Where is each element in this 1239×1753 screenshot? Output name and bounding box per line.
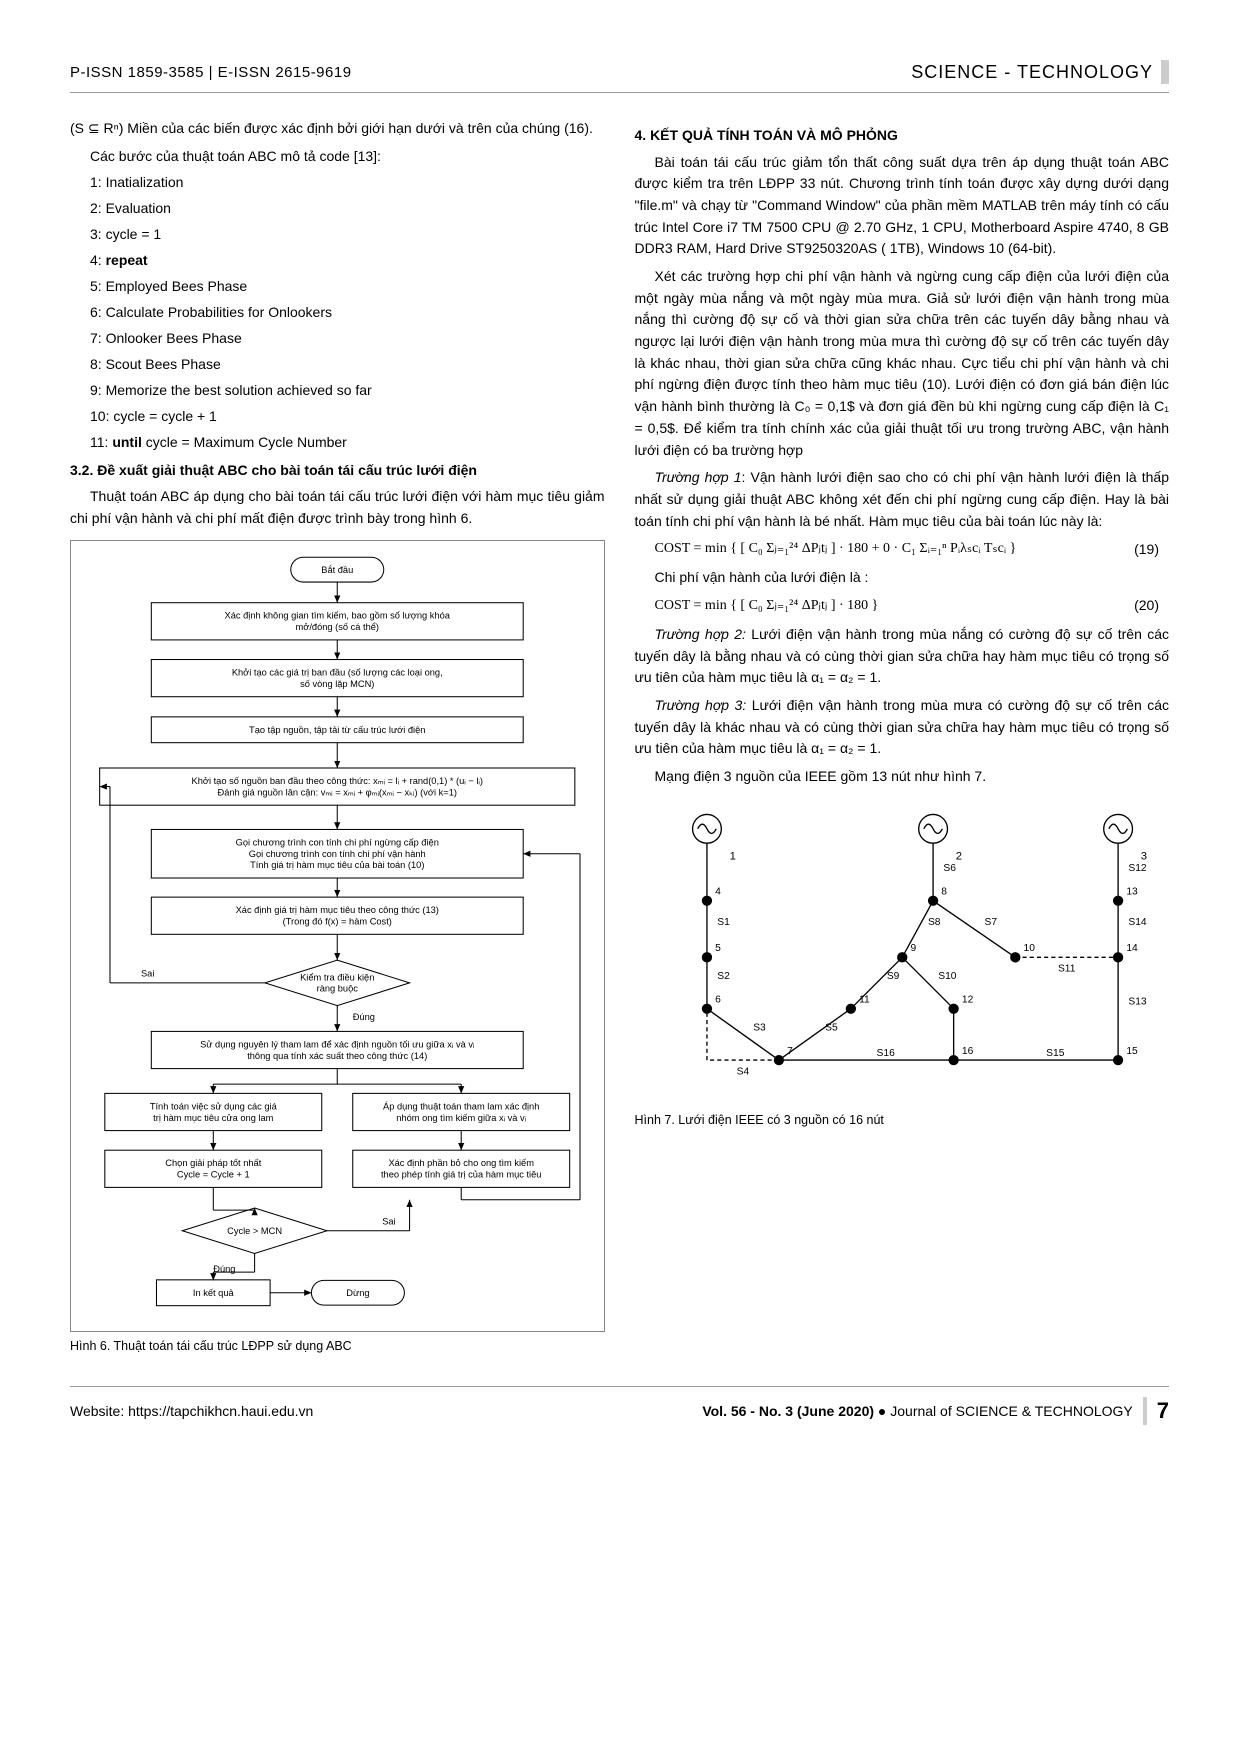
step-9: 9: Memorize the best solution achieved s… bbox=[70, 380, 605, 401]
svg-text:S14: S14 bbox=[1128, 917, 1147, 928]
svg-text:7: 7 bbox=[787, 1046, 793, 1057]
svg-text:Áp dụng thuật toán tham lam xá: Áp dụng thuật toán tham lam xác địnhnhóm… bbox=[383, 1101, 539, 1122]
svg-text:In kết quả: In kết quả bbox=[193, 1288, 235, 1298]
svg-text:11: 11 bbox=[859, 994, 870, 1005]
svg-text:S11: S11 bbox=[1057, 963, 1075, 974]
network-caption: Hình 7. Lưới điện IEEE có 3 nguồn có 16 … bbox=[635, 1112, 1170, 1130]
case-3-label: Trường hợp 3: bbox=[655, 697, 747, 713]
equation-20-num: (20) bbox=[1134, 597, 1169, 613]
heading-3-2: 3.2. Đề xuất giải thuật ABC cho bài toán… bbox=[70, 461, 605, 481]
svg-text:5: 5 bbox=[715, 943, 721, 954]
case-3: Trường hợp 3: Lưới điện vận hành trong m… bbox=[635, 695, 1170, 760]
svg-text:15: 15 bbox=[1126, 1046, 1138, 1057]
para-cp: Chi phí vận hành của lưới điện là : bbox=[635, 567, 1170, 589]
svg-text:S8: S8 bbox=[927, 917, 940, 928]
svg-text:S6: S6 bbox=[943, 863, 956, 874]
svg-text:S7: S7 bbox=[984, 917, 997, 928]
svg-text:S1: S1 bbox=[717, 917, 730, 928]
section-text: SCIENCE - TECHNOLOGY bbox=[911, 62, 1161, 83]
svg-text:12: 12 bbox=[961, 994, 973, 1005]
para-3-2: Thuật toán ABC áp dụng cho bài toán tái … bbox=[70, 486, 605, 529]
case-2: Trường hợp 2: Lưới điện vận hành trong m… bbox=[635, 624, 1170, 689]
case-2-label: Trường hợp 2: bbox=[655, 626, 746, 642]
svg-text:3: 3 bbox=[1140, 850, 1146, 862]
para-4-1: Bài toán tái cấu trúc giảm tổn thất công… bbox=[635, 152, 1170, 260]
svg-text:13: 13 bbox=[1126, 886, 1138, 897]
svg-text:Bắt đầu: Bắt đầu bbox=[321, 564, 353, 574]
steps-intro: Các bước của thuật toán ABC mô tả code [… bbox=[70, 146, 605, 167]
svg-text:Sai: Sai bbox=[382, 1216, 395, 1226]
svg-text:Tạo tập nguồn, tập tải từ cấu: Tạo tập nguồn, tập tải từ cấu trúc lưới … bbox=[249, 725, 425, 735]
header-bar-icon bbox=[1161, 60, 1169, 84]
flowchart-svg: Bắt đầuXác định không gian tìm kiếm, bao… bbox=[79, 549, 596, 1324]
svg-text:S9: S9 bbox=[886, 971, 899, 982]
svg-text:S12: S12 bbox=[1128, 863, 1147, 874]
svg-text:S15: S15 bbox=[1046, 1048, 1065, 1059]
svg-text:Gọi chương trình con tính chi: Gọi chương trình con tính chi phí ngừng … bbox=[236, 837, 439, 870]
svg-text:2: 2 bbox=[955, 850, 961, 862]
case-1: Trường hợp 1: Vận hành lưới điện sao cho… bbox=[635, 467, 1170, 532]
svg-text:14: 14 bbox=[1126, 943, 1138, 954]
svg-text:8: 8 bbox=[941, 886, 947, 897]
page-footer: Website: https://tapchikhcn.haui.edu.vn … bbox=[70, 1386, 1169, 1425]
svg-text:S4: S4 bbox=[736, 1066, 749, 1077]
svg-text:Sai: Sai bbox=[141, 968, 154, 978]
svg-text:Khởi tạo số nguồn ban đầu theo: Khởi tạo số nguồn ban đầu theo công thức… bbox=[192, 776, 483, 797]
svg-text:S3: S3 bbox=[753, 1022, 766, 1033]
page-number: 7 bbox=[1157, 1398, 1169, 1424]
step-10: 10: cycle = cycle + 1 bbox=[70, 406, 605, 427]
footer-website: Website: https://tapchikhcn.haui.edu.vn bbox=[70, 1403, 313, 1419]
section-label: SCIENCE - TECHNOLOGY bbox=[911, 60, 1169, 84]
svg-text:9: 9 bbox=[910, 943, 916, 954]
flowchart-container: Bắt đầuXác định không gian tìm kiếm, bao… bbox=[70, 540, 605, 1333]
equation-20-row: COST = min { [ C₀ Σⱼ₌₁²⁴ ΔPⱼtⱼ ] · 180 }… bbox=[635, 597, 1170, 614]
svg-text:Tính toán việc sử dụng các giá: Tính toán việc sử dụng các giátrị hàm mụ… bbox=[150, 1101, 278, 1122]
step-4: 4: repeat bbox=[70, 250, 605, 271]
svg-text:Cycle > MCN: Cycle > MCN bbox=[227, 1226, 282, 1236]
network-diagram: S1 S2 S3 S5 S9 S8 S7 S6 S10 S12 S14 S13 S15 S16 S4 S11 1… bbox=[635, 798, 1170, 1106]
svg-text:4: 4 bbox=[715, 886, 721, 897]
footer-right: Vol. 56 - No. 3 (June 2020) ● Journal of… bbox=[702, 1397, 1169, 1425]
svg-text:1: 1 bbox=[729, 850, 735, 862]
issn-label: P-ISSN 1859-3585 | E-ISSN 2615-9619 bbox=[70, 64, 352, 81]
equation-19-num: (19) bbox=[1134, 541, 1169, 557]
intro-paragraph: (S ⊆ Rⁿ) Miền của các biến được xác định… bbox=[70, 118, 605, 140]
svg-text:S2: S2 bbox=[717, 971, 730, 982]
step-8: 8: Scout Bees Phase bbox=[70, 354, 605, 375]
footer-volume: Vol. 56 - No. 3 (June 2020) ● Journal of… bbox=[702, 1403, 1132, 1419]
svg-text:S13: S13 bbox=[1128, 996, 1147, 1007]
svg-text:Đúng: Đúng bbox=[353, 1012, 375, 1022]
svg-text:10: 10 bbox=[1023, 943, 1035, 954]
svg-text:Chọn giải pháp tốt nhấtCycle =: Chọn giải pháp tốt nhấtCycle = Cycle + 1 bbox=[165, 1158, 261, 1179]
step-3: 3: cycle = 1 bbox=[70, 224, 605, 245]
left-column: (S ⊆ Rⁿ) Miền của các biến được xác định… bbox=[70, 118, 605, 1356]
footer-bar-icon bbox=[1143, 1397, 1147, 1425]
svg-text:S16: S16 bbox=[876, 1048, 895, 1059]
svg-text:S10: S10 bbox=[938, 971, 957, 982]
flowchart-caption: Hình 6. Thuật toán tái cấu trúc LĐPP sử … bbox=[70, 1338, 605, 1356]
step-2: 2: Evaluation bbox=[70, 198, 605, 219]
step-7: 7: Onlooker Bees Phase bbox=[70, 328, 605, 349]
svg-text:S5: S5 bbox=[825, 1022, 838, 1033]
svg-text:6: 6 bbox=[715, 994, 721, 1005]
step-1: 1: Inatialization bbox=[70, 172, 605, 193]
svg-text:Dừng: Dừng bbox=[346, 1288, 369, 1298]
right-column: 4. KẾT QUẢ TÍNH TOÁN VÀ MÔ PHỎNG Bài toá… bbox=[635, 118, 1170, 1356]
equation-20: COST = min { [ C₀ Σⱼ₌₁²⁴ ΔPⱼtⱼ ] · 180 } bbox=[635, 597, 879, 614]
para-4-2: Xét các trường hợp chi phí vận hành và n… bbox=[635, 266, 1170, 461]
svg-text:16: 16 bbox=[961, 1046, 973, 1057]
heading-4: 4. KẾT QUẢ TÍNH TOÁN VÀ MÔ PHỎNG bbox=[635, 126, 1170, 146]
case-1-label: Trường hợp 1 bbox=[655, 469, 742, 485]
page-header: P-ISSN 1859-3585 | E-ISSN 2615-9619 SCIE… bbox=[70, 60, 1169, 93]
step-6: 6: Calculate Probabilities for Onlookers bbox=[70, 302, 605, 323]
equation-19: COST = min { [ C₀ Σⱼ₌₁²⁴ ΔPⱼtⱼ ] · 180 +… bbox=[635, 540, 1017, 557]
svg-text:Xác định phần bỏ cho ong tìm k: Xác định phần bỏ cho ong tìm kiếmtheo ph… bbox=[381, 1158, 541, 1179]
equation-19-row: COST = min { [ C₀ Σⱼ₌₁²⁴ ΔPⱼtⱼ ] · 180 +… bbox=[635, 540, 1170, 557]
step-5: 5: Employed Bees Phase bbox=[70, 276, 605, 297]
content-columns: (S ⊆ Rⁿ) Miền của các biến được xác định… bbox=[70, 118, 1169, 1356]
para-network: Mạng điện 3 nguồn của IEEE gồm 13 nút nh… bbox=[635, 766, 1170, 788]
step-11: 11: until cycle = Maximum Cycle Number bbox=[70, 432, 605, 453]
